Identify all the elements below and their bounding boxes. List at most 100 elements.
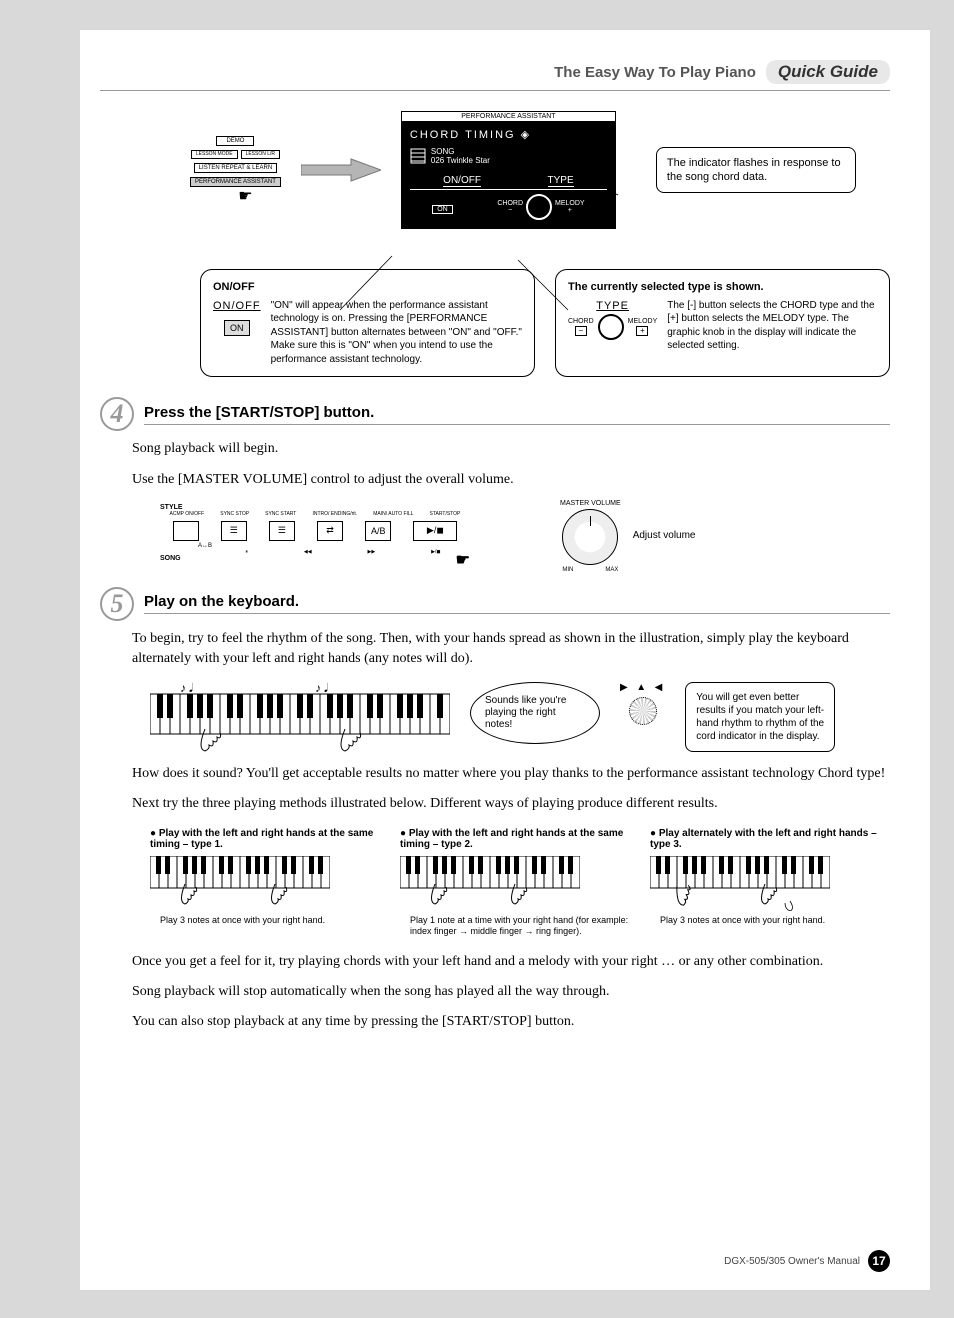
arrow-icon [301, 155, 381, 185]
panel-lbl: START/STOP [430, 511, 461, 517]
method-3: Play alternately with the left and right… [650, 828, 880, 938]
closing-p3: You can also stop playback at any time b… [132, 1012, 890, 1032]
panel-button: ☰ [221, 521, 247, 541]
playstop-icon: ▶/◼ [431, 549, 440, 555]
keyboard-figure: ♪ 𝅘𝅥 ♪ 𝅘𝅥 [150, 682, 450, 752]
type-chord-label: CHORD [568, 317, 594, 326]
step-4-title: Press the [START/STOP] button. [144, 404, 890, 425]
lcd-chord-sublabel: CHORD [497, 200, 523, 207]
panel-lbl: INTRO/ ENDING/rit. [312, 511, 357, 517]
speech-bubble: Sounds like you're playing the right not… [470, 682, 600, 744]
onoff-diagram-label: ON/OFF [213, 299, 261, 314]
panel-lbl: SYNC STOP [220, 511, 249, 517]
lcd-melody-sublabel: MELODY [555, 200, 585, 207]
lcd-onoff-label: ON/OFF [443, 175, 481, 187]
header-section: Quick Guide [766, 60, 890, 84]
step-4-p2: Use the [MASTER VOLUME] control to adjus… [132, 470, 890, 490]
header-title: The Easy Way To Play Piano [554, 64, 756, 81]
method-2: Play with the left and right hands at th… [400, 828, 630, 938]
master-volume-figure: MASTER VOLUME MIN MAX Adjust volume [560, 500, 696, 573]
score-icon [410, 148, 426, 164]
step-4-p1: Song playback will begin. [132, 439, 890, 459]
svg-text:♪ 𝅘𝅥: ♪ 𝅘𝅥 [315, 682, 328, 695]
lcd-bar-title: PERFORMANCE ASSISTANT [402, 112, 615, 122]
step-5-p3: Next try the three playing methods illus… [132, 794, 890, 814]
type-diagram-label: TYPE [596, 299, 629, 314]
callout-type: The currently selected type is shown. TY… [555, 269, 890, 377]
callout-type-text: The [-] button selects the CHORD type an… [667, 299, 877, 353]
method-1-caption: Play 3 notes at once with your right han… [150, 915, 380, 926]
step-5-number: 5 [100, 587, 134, 621]
lesson-mode-button: LESSON MODE [191, 150, 238, 159]
eject-icons: ▶ ▲ ◀ [620, 682, 665, 693]
pause-icon: ⏸ [245, 549, 248, 555]
lcd-song-name: 026 Twinkle Star [431, 156, 490, 165]
keyboard-small-icon [150, 856, 330, 911]
lesson-lr-button: LESSON L/R [241, 150, 280, 159]
page-footer: DGX-505/305 Owner's Manual 17 [724, 1250, 890, 1272]
style-label: STYLE [160, 504, 183, 511]
performance-assistant-figure: DEMO LESSON MODE LESSON L/R LISTEN REPEA… [190, 111, 890, 229]
callout-tip: You will get even better results if you … [685, 682, 835, 752]
transport-panel-figure: STYLE ACMP ON/OFF SYNC STOP SYNC START I… [160, 504, 470, 569]
step-5-title: Play on the keyboard. [144, 593, 890, 614]
panel-button [173, 521, 199, 541]
song-label: SONG [160, 555, 181, 569]
callout-type-title: The currently selected type is shown. [568, 280, 877, 295]
method-2-title: Play with the left and right hands at th… [400, 828, 630, 850]
pointing-hand-icon: ☛ [238, 189, 252, 205]
keyboard-small-icon [650, 856, 830, 911]
minus-button-icon: − [575, 326, 587, 336]
performance-assistant-button: PERFORMANCE ASSISTANT [190, 177, 281, 187]
callout-onoff-text: "ON" will appear when the performance as… [271, 299, 522, 367]
panel-button: ☰ [269, 521, 295, 541]
front-panel-buttons: DEMO LESSON MODE LESSON L/R LISTEN REPEA… [190, 136, 281, 205]
page-header: The Easy Way To Play Piano Quick Guide [100, 60, 890, 91]
closing-p2: Song playback will stop automatically wh… [132, 982, 890, 1002]
panel-lbl: SYNC START [265, 511, 296, 517]
page-number: 17 [868, 1250, 890, 1272]
svg-text:♪ 𝅘𝅥: ♪ 𝅘𝅥 [180, 682, 193, 695]
panel-lbl: MAIN/ AUTO FILL [373, 511, 413, 517]
plus-icon: + [555, 207, 585, 214]
indicator-knob-figure: ▶ ▲ ◀ [620, 682, 665, 725]
volume-knob-icon [562, 509, 618, 565]
rewind-icon: ◀◀ [304, 549, 312, 555]
master-volume-label: MASTER VOLUME [560, 500, 621, 507]
method-3-title: Play alternately with the left and right… [650, 828, 880, 850]
minus-icon: − [497, 207, 523, 214]
callout-onoff: ON/OFF ON/OFF ON "ON" will appear when t… [200, 269, 535, 377]
plus-button-icon: + [636, 326, 648, 336]
type-knob-icon [598, 314, 624, 340]
callout-indicator: The indicator flashes in response to the… [656, 147, 856, 194]
method-3-caption: Play 3 notes at once with your right han… [650, 915, 880, 926]
step-5-heading: 5 Play on the keyboard. [100, 587, 890, 621]
panel-button: ⇄ [317, 521, 343, 541]
vol-min: MIN [562, 567, 573, 573]
pointing-hand-icon: ☛ [456, 553, 470, 569]
lcd-on-tag: ON [432, 205, 453, 214]
step-4-heading: 4 Press the [START/STOP] button. [100, 397, 890, 431]
lcd-chord-timing: CHORD TIMING [410, 129, 516, 141]
ffwd-icon: ▶▶ [368, 549, 376, 555]
lcd-type-label: TYPE [548, 175, 574, 187]
onoff-diagram-on: ON [224, 320, 250, 336]
lcd-knob-icon [526, 194, 552, 220]
demo-button: DEMO [216, 136, 254, 146]
type-melody-label: MELODY [628, 317, 658, 326]
vol-max: MAX [605, 567, 618, 573]
method-2-caption: Play 1 note at a time with your right ha… [400, 915, 630, 938]
closing-p1: Once you get a feel for it, try playing … [132, 952, 890, 972]
panel-button: A/B [365, 521, 391, 541]
keyboard-small-icon [400, 856, 580, 911]
step-4-number: 4 [100, 397, 134, 431]
volume-caption: Adjust volume [633, 530, 696, 542]
start-stop-button: ▶/◼ [413, 521, 457, 541]
method-1-title: Play with the left and right hands at th… [150, 828, 380, 850]
lcd-song-label: SONG [431, 147, 490, 156]
repeat-learn-button: LISTEN REPEAT & LEARN [194, 163, 277, 173]
disc-icon [629, 697, 657, 725]
method-1: Play with the left and right hands at th… [150, 828, 380, 938]
callout-onoff-title: ON/OFF [213, 280, 522, 295]
panel-lbl: ACMP ON/OFF [170, 511, 205, 517]
